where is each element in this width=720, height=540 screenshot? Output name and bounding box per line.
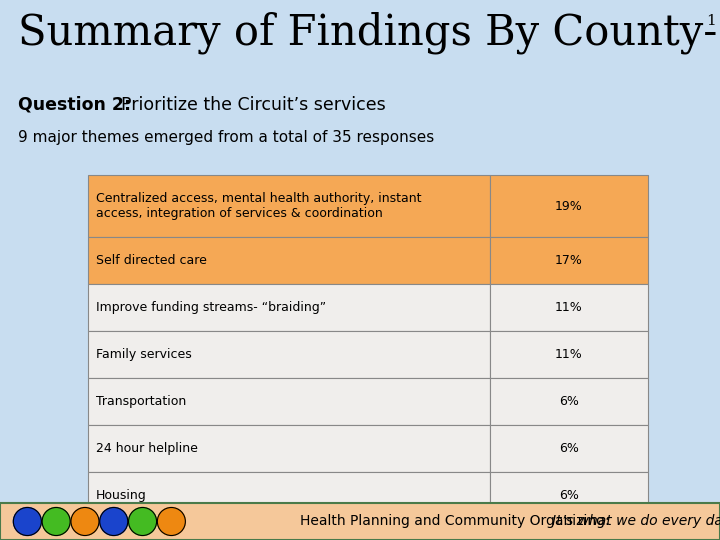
Text: 6%: 6% (559, 442, 579, 455)
Text: Centralized access, mental health authority, instant
access, integration of serv: Centralized access, mental health author… (96, 192, 421, 220)
Text: 11%: 11% (555, 301, 583, 314)
Text: Self directed care: Self directed care (96, 254, 207, 267)
Circle shape (42, 508, 70, 536)
Text: Discharge planning/ safe placement: Discharge planning/ safe placement (96, 536, 323, 540)
Bar (88, 331, 490, 378)
Circle shape (129, 508, 156, 536)
Text: Housing: Housing (96, 489, 147, 502)
Bar (490, 284, 648, 331)
Circle shape (14, 508, 41, 536)
Bar (88, 378, 490, 425)
Text: 6%: 6% (559, 536, 579, 540)
Bar (490, 331, 648, 378)
Bar (490, 175, 648, 237)
Bar (88, 472, 490, 519)
Text: 1: 1 (706, 14, 716, 28)
Bar (88, 284, 490, 331)
Text: 24 hour helpline: 24 hour helpline (96, 442, 198, 455)
Bar (490, 472, 648, 519)
Circle shape (71, 508, 99, 536)
Bar (88, 425, 490, 472)
Bar (88, 519, 490, 540)
Bar (490, 425, 648, 472)
Text: 6%: 6% (559, 489, 579, 502)
Text: Question 2:: Question 2: (18, 96, 131, 114)
Text: 11%: 11% (555, 348, 583, 361)
Text: Family services: Family services (96, 348, 192, 361)
Bar (490, 237, 648, 284)
Text: Health Planning and Community Organizing:: Health Planning and Community Organizing… (300, 515, 618, 529)
Text: 19%: 19% (555, 199, 583, 213)
Bar (0, 503, 720, 540)
Text: Summary of Findings By County- Duval: Summary of Findings By County- Duval (18, 12, 720, 55)
Text: It’s what we do every day: It’s what we do every day (552, 515, 720, 529)
Bar (490, 378, 648, 425)
Circle shape (100, 508, 127, 536)
Bar (88, 237, 490, 284)
Text: 6%: 6% (559, 395, 579, 408)
Text: 9 major themes emerged from a total of 35 responses: 9 major themes emerged from a total of 3… (18, 130, 434, 145)
Text: Prioritize the Circuit’s services: Prioritize the Circuit’s services (110, 96, 386, 114)
Text: 17%: 17% (555, 254, 583, 267)
Bar (490, 519, 648, 540)
Text: Improve funding streams- “braiding”: Improve funding streams- “braiding” (96, 301, 326, 314)
Bar (88, 175, 490, 237)
Text: Transportation: Transportation (96, 395, 186, 408)
Circle shape (158, 508, 185, 536)
